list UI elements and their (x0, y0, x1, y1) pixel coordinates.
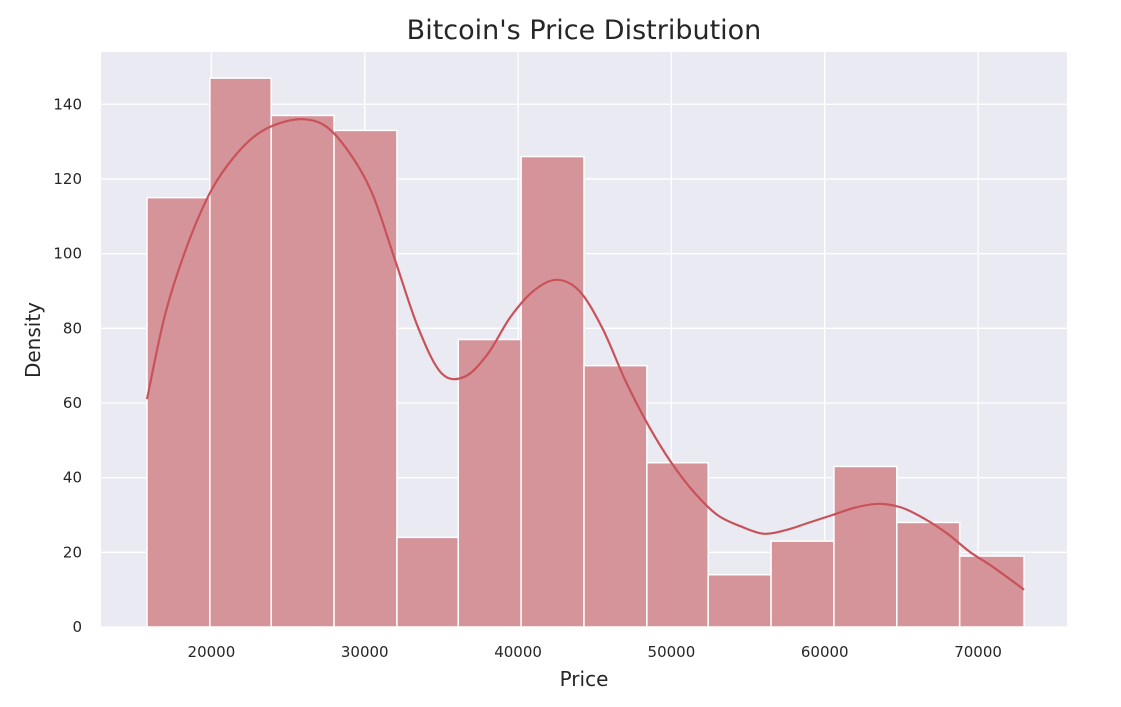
histogram-bar (520, 155, 585, 628)
histogram-bar (209, 77, 272, 628)
histogram-bar (958, 555, 1025, 628)
x-tick-label: 20000 (188, 643, 236, 661)
kde-curve (145, 117, 1025, 591)
histogram-bar (270, 114, 335, 628)
x-tick-label: 40000 (494, 643, 542, 661)
y-tick-label: 20 (63, 543, 82, 561)
histogram-bar (583, 364, 648, 628)
y-tick-label: 100 (53, 245, 82, 263)
histogram-bar (707, 573, 772, 628)
histogram-bar (770, 540, 835, 628)
y-tick-label: 80 (63, 319, 82, 337)
y-tick-label: 140 (53, 95, 82, 113)
y-tick-label: 120 (53, 170, 82, 188)
histogram-bar (457, 338, 522, 628)
x-tick-label: 30000 (341, 643, 389, 661)
histogram-bar (833, 465, 898, 628)
histogram-bar (396, 536, 460, 628)
y-tick-label: 60 (63, 394, 82, 412)
histogram-bar (646, 461, 709, 628)
histogram-bar (333, 129, 398, 628)
x-tick-label: 50000 (648, 643, 696, 661)
y-tick-labels: 0 20 40 60 80 100 120 140 (53, 95, 82, 636)
y-tick-label: 0 (72, 618, 82, 636)
x-axis-label: Price (560, 667, 609, 691)
x-tick-label: 70000 (954, 643, 1002, 661)
histogram-bars (146, 77, 1025, 628)
x-tick-label: 60000 (801, 643, 849, 661)
x-tick-labels: 20000 30000 40000 50000 60000 70000 (188, 643, 1002, 661)
histogram-bar (896, 521, 961, 628)
y-tick-label: 40 (63, 469, 82, 487)
chart-title: Bitcoin's Price Distribution (407, 15, 762, 46)
y-axis-label: Density (21, 302, 45, 378)
histogram-bar (146, 196, 211, 628)
